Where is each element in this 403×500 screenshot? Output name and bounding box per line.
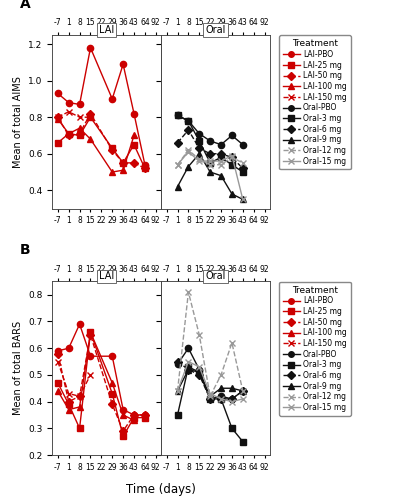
Text: LAI: LAI [99,25,114,35]
Text: B: B [20,244,30,258]
Y-axis label: Mean of total AIMS: Mean of total AIMS [13,76,23,168]
Text: LAI: LAI [99,272,114,281]
Y-axis label: Mean of total BARS: Mean of total BARS [13,321,23,416]
Text: Oral: Oral [206,272,226,281]
Legend: LAI-PBO, LAI-25 mg, LAI-50 mg, LAI-100 mg, LAI-150 mg, Oral-PBO, Oral-3 mg, Oral: LAI-PBO, LAI-25 mg, LAI-50 mg, LAI-100 m… [279,36,351,170]
Legend: LAI-PBO, LAI-25 mg, LAI-50 mg, LAI-100 mg, LAI-150 mg, Oral-PBO, Oral-3 mg, Oral: LAI-PBO, LAI-25 mg, LAI-50 mg, LAI-100 m… [279,282,351,416]
Text: A: A [20,0,31,11]
Text: Time (days): Time (days) [126,484,196,496]
Text: Oral: Oral [206,25,226,35]
